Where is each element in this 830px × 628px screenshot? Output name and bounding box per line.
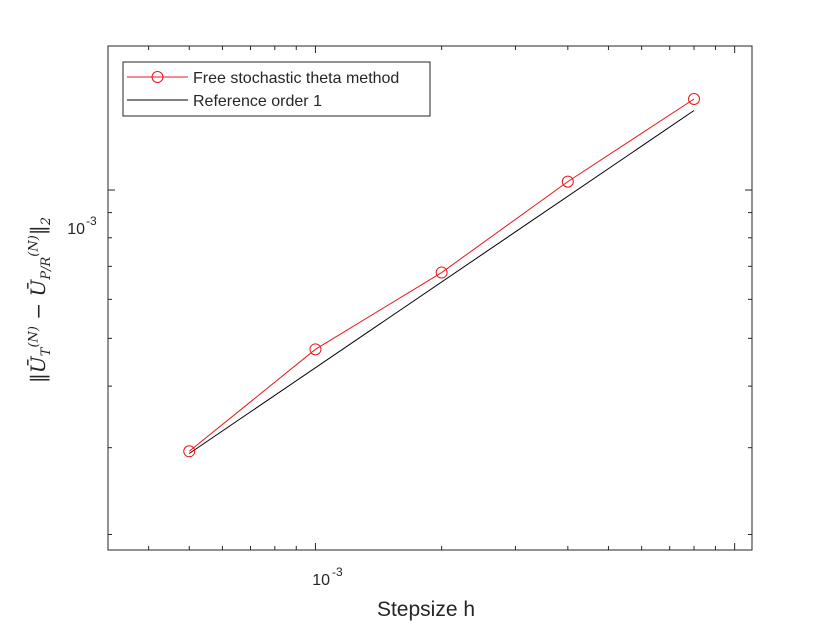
plot-background [108,46,752,550]
x-axis-label: Stepsize h [377,598,475,621]
x-tick-label: 10 [312,572,330,589]
data-point-theta [183,445,196,458]
legend-label-theta: Free stochastic theta method [193,70,399,87]
legend-label-reference: Reference order 1 [193,93,322,110]
tick-marks [108,46,752,550]
data-point-theta [688,93,701,106]
data-point-theta [561,175,574,188]
legend: Free stochastic theta method Reference o… [122,61,431,117]
data-point-theta [309,343,322,356]
series-line-reference [188,110,695,454]
series-line-theta [188,98,695,452]
y-tick-label: 10 [67,221,85,238]
y-axis-label-text: ‖ŪT(N) − ŪP/R(N)‖2 [26,216,54,384]
series-layer [183,93,701,458]
legend-box [122,61,431,117]
data-point-theta [435,266,448,279]
legend-marker-theta [151,71,164,83]
plot-frame [107,45,753,551]
x-tick-exponent: -3 [332,565,343,579]
y-tick-exponent: -3 [86,214,97,228]
y-axis-label: ‖ŪT(N) − ŪP/R(N)‖2 [20,150,60,450]
